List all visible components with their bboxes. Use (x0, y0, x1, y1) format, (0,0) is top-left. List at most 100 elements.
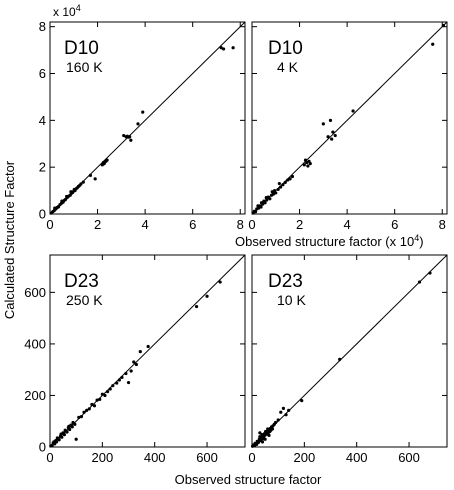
x-tick-label-d23-10k: 200 (293, 450, 315, 465)
y-tick-label-d10-160k: 8 (39, 19, 46, 34)
data-point-d10-4k (331, 130, 335, 134)
data-point-d23-250k (129, 369, 133, 373)
condition-label-d10-4k: 4 K (277, 59, 299, 75)
data-point-d23-250k (218, 280, 222, 284)
data-point-d23-250k (55, 436, 59, 440)
upper-x-axis-label-exp: 4 (414, 233, 419, 243)
panel-label-d10-160k: D10 (64, 38, 99, 59)
y-multiplier-exp: 4 (76, 3, 81, 13)
data-point-d23-250k (124, 371, 128, 376)
data-point-d10-4k (333, 133, 337, 138)
y-multiplier-label: x 104 (53, 3, 81, 19)
data-point-d10-160k (129, 138, 133, 142)
data-point-d23-250k (100, 392, 104, 396)
data-point-d10-4k (264, 196, 268, 200)
panel-label-d23-10k: D23 (268, 271, 303, 292)
condition-label-d23-10k: 10 K (277, 292, 306, 308)
data-point-d23-10k (258, 435, 262, 439)
data-point-d23-250k (77, 415, 81, 419)
data-point-d10-4k (305, 160, 309, 165)
data-point-d10-160k (69, 190, 73, 194)
x-tick-label-d10-4k: 2 (296, 217, 303, 232)
data-point-d10-4k (302, 163, 306, 167)
data-point-d23-250k (138, 350, 142, 354)
y-multiplier-base: x 10 (53, 5, 76, 19)
data-point-d10-160k (128, 135, 132, 139)
data-point-d10-4k (274, 191, 278, 195)
panel-frame-d10-4k (251, 21, 448, 215)
data-point-d10-4k (276, 187, 280, 192)
data-point-d10-4k (283, 180, 287, 184)
data-point-d23-10k (281, 406, 286, 410)
data-point-d10-4k (351, 109, 355, 113)
y-tick-label-d10-160k: 2 (39, 160, 46, 175)
y-tick-label-d10-160k: 0 (39, 207, 46, 222)
data-point-d10-4k (263, 201, 267, 205)
x-tick-label-d23-10k: 0 (248, 450, 255, 465)
x-tick-label-d10-160k: 0 (46, 217, 53, 232)
data-point-d10-160k (56, 205, 60, 209)
data-point-d23-250k (98, 397, 102, 401)
data-point-d23-250k (115, 381, 119, 385)
data-point-d10-160k (221, 47, 226, 51)
data-point-d10-160k (93, 177, 97, 181)
data-point-d23-250k (52, 440, 56, 444)
data-point-d23-250k (120, 375, 124, 380)
data-point-d23-10k (260, 440, 265, 444)
y-tick-label-d23-250k: 400 (24, 336, 46, 351)
x-tick-label-d23-250k: 200 (91, 450, 113, 465)
data-point-d23-10k (264, 429, 268, 434)
panel-frame-d23-250k (49, 254, 246, 448)
data-point-d10-160k (136, 122, 140, 126)
x-tick-label-d10-4k: 8 (439, 217, 446, 232)
data-point-d23-10k (279, 410, 283, 414)
data-point-d23-250k (105, 389, 110, 394)
data-point-d23-250k (87, 407, 91, 411)
x-tick-label-d10-4k: 4 (344, 217, 351, 232)
data-point-d10-4k (278, 185, 283, 189)
x-tick-label-d23-10k: 400 (346, 450, 368, 465)
data-point-d10-4k (308, 162, 312, 166)
data-point-d23-10k (270, 427, 275, 431)
data-point-d10-4k (290, 174, 295, 179)
data-point-d10-4k (270, 190, 274, 194)
data-point-d23-10k (428, 271, 432, 275)
data-point-d10-160k (79, 182, 83, 186)
y-tick-label-d10-160k: 4 (39, 113, 46, 128)
panel-label-d10-4k: D10 (268, 38, 303, 59)
data-point-d10-160k (122, 133, 126, 138)
data-point-d23-250k (95, 398, 99, 402)
data-point-d10-4k (256, 204, 260, 208)
data-point-d10-4k (281, 183, 285, 187)
data-point-d10-4k (259, 201, 264, 205)
data-point-d10-4k (253, 210, 258, 214)
data-point-d23-250k (70, 425, 74, 429)
x-tick-label-d10-160k: 8 (237, 217, 244, 232)
x-tick-label-d10-160k: 2 (94, 217, 101, 232)
data-point-d23-250k (68, 427, 72, 432)
x-tick-label-d10-4k: 0 (248, 217, 255, 232)
condition-label-d10-160k: 160 K (66, 59, 103, 75)
data-point-d23-250k (90, 402, 94, 407)
data-point-d23-250k (63, 428, 67, 432)
panel-label-d23-250k: D23 (64, 271, 99, 292)
data-point-d10-160k (141, 110, 145, 114)
data-point-d10-4k (288, 177, 292, 181)
data-point-d23-250k (108, 387, 112, 391)
data-point-d23-250k (103, 393, 107, 398)
data-point-d23-250k (59, 432, 63, 436)
diagonal-line-d23-250k (49, 254, 246, 448)
data-point-d23-10k (260, 433, 264, 437)
data-point-d10-160k (219, 46, 223, 50)
data-point-d10-160k (105, 158, 109, 162)
data-point-d10-4k (277, 181, 281, 186)
data-point-d23-10k (267, 433, 271, 438)
data-point-d10-160k (231, 46, 235, 50)
upper-x-axis-label-end: ) (419, 234, 423, 249)
data-point-d10-4k (441, 23, 446, 28)
data-point-d23-10k (263, 437, 267, 441)
data-point-d23-250k (126, 380, 131, 385)
data-point-d10-4k (321, 122, 325, 126)
data-point-d23-250k (132, 360, 136, 364)
data-point-d10-4k (330, 137, 334, 141)
